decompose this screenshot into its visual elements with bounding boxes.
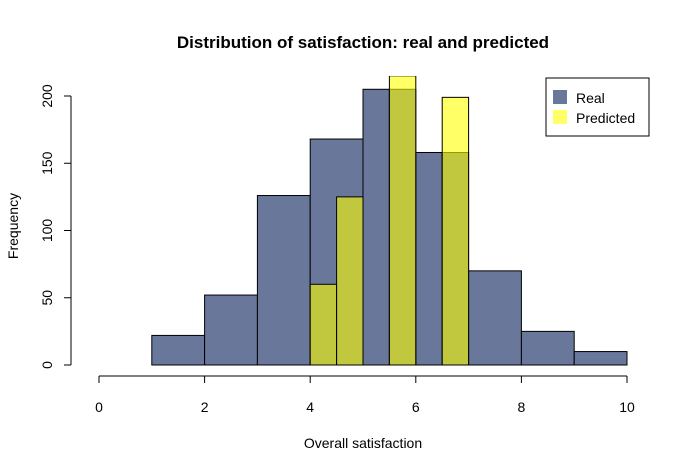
y-tick-label: 0 xyxy=(39,361,55,369)
x-tick-label: 8 xyxy=(518,399,526,415)
x-tick-label: 4 xyxy=(306,399,314,415)
x-tick-label: 6 xyxy=(412,399,420,415)
predicted-series-bars xyxy=(309,76,470,366)
x-tick-label: 0 xyxy=(95,399,103,415)
legend-box xyxy=(545,77,650,137)
y-axis: 0 50 100 150 200 xyxy=(39,84,72,369)
y-tick-label: 50 xyxy=(39,290,55,306)
real-bar-5 xyxy=(362,88,390,366)
real-bar-2 xyxy=(204,294,258,366)
legend: Real Predicted xyxy=(545,77,650,137)
legend-label-predicted: Predicted xyxy=(576,110,635,126)
real-bar-3 xyxy=(256,195,311,366)
predicted-bar-4 xyxy=(441,96,470,366)
real-bar-11 xyxy=(573,351,628,366)
legend-swatch-predicted xyxy=(553,110,567,124)
legend-swatch-real xyxy=(553,90,567,104)
predicted-bar-2 xyxy=(336,196,364,366)
x-tick-label: 10 xyxy=(619,399,635,415)
real-bar-10 xyxy=(520,330,575,366)
real-bar-1 xyxy=(151,334,206,366)
y-axis-label: Frequency xyxy=(5,193,21,259)
x-axis: 0 2 4 6 8 10 xyxy=(95,375,635,415)
predicted-bar-1 xyxy=(309,283,338,366)
real-bar-9 xyxy=(468,270,522,366)
legend-label-real: Real xyxy=(576,90,605,106)
x-tick-label: 2 xyxy=(201,399,209,415)
chart-title: Distribution of satisfaction: real and p… xyxy=(177,33,549,52)
y-tick-label: 150 xyxy=(39,151,55,175)
y-tick-label: 200 xyxy=(39,84,55,108)
x-axis-label: Overall satisfaction xyxy=(304,435,422,451)
real-bar-7 xyxy=(415,151,443,366)
predicted-bar-3 xyxy=(388,76,417,366)
y-tick-label: 100 xyxy=(39,219,55,243)
